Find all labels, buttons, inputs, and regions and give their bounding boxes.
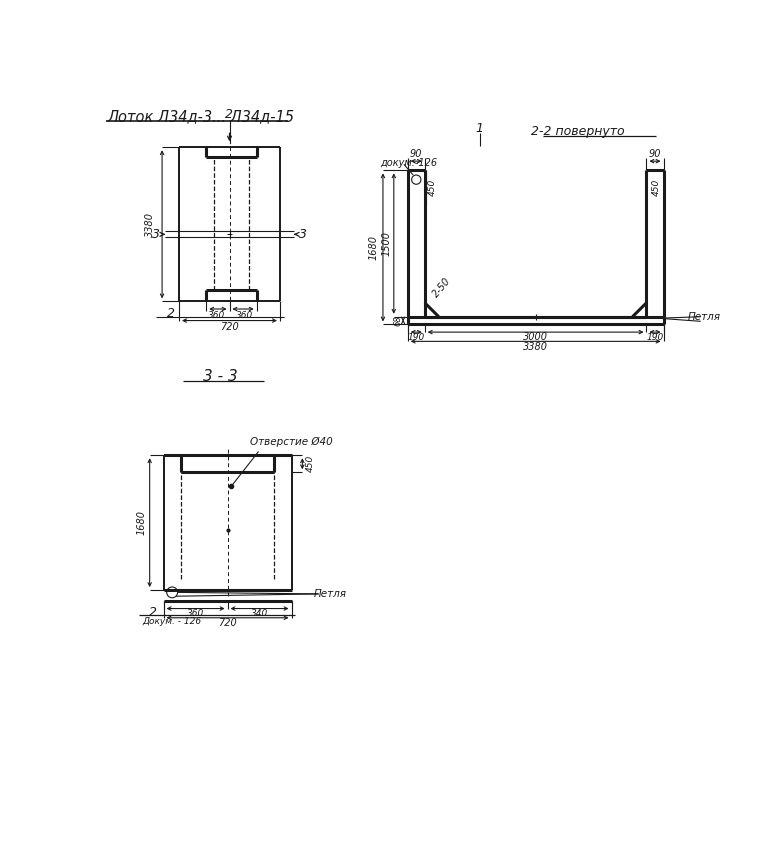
- Text: 2-2 повернуто: 2-2 повернуто: [532, 126, 625, 138]
- Text: 450: 450: [428, 179, 437, 196]
- Text: 190: 190: [647, 333, 664, 342]
- Text: 720: 720: [218, 618, 237, 628]
- Text: 360: 360: [236, 311, 253, 320]
- Text: 90: 90: [410, 149, 422, 160]
- Text: 68: 68: [394, 315, 403, 326]
- Text: 1: 1: [475, 121, 484, 134]
- Text: 190: 190: [407, 333, 425, 342]
- Text: 1680: 1680: [136, 510, 146, 535]
- Text: Петля: Петля: [687, 312, 720, 322]
- Text: 3: 3: [152, 228, 160, 241]
- Text: 720: 720: [220, 323, 239, 333]
- Text: 2: 2: [149, 606, 157, 619]
- Text: 1680: 1680: [368, 235, 378, 260]
- Text: 1500: 1500: [381, 231, 391, 256]
- Text: 340: 340: [251, 610, 268, 618]
- Text: 2-50: 2-50: [431, 276, 453, 299]
- Text: 3380: 3380: [145, 211, 156, 237]
- Text: 360: 360: [208, 311, 225, 320]
- Text: 2: 2: [167, 307, 175, 320]
- Text: 450: 450: [306, 455, 314, 472]
- Text: 3 - 3: 3 - 3: [203, 369, 238, 385]
- Text: 3: 3: [300, 228, 307, 241]
- Text: докум.-126: докум.-126: [381, 158, 438, 168]
- Text: Отверстие Ø40: Отверстие Ø40: [249, 437, 332, 447]
- Text: 450: 450: [651, 179, 661, 196]
- Text: 3000: 3000: [523, 333, 548, 342]
- Text: 2: 2: [224, 109, 233, 121]
- Text: Лоток Л34д-3... Л34д-15: Лоток Л34д-3... Л34д-15: [107, 109, 294, 124]
- Text: 90: 90: [649, 149, 662, 160]
- Text: 3380: 3380: [523, 342, 548, 351]
- Text: 360: 360: [187, 610, 204, 618]
- Text: Петля: Петля: [314, 589, 346, 599]
- Text: Докум. - 126: Докум. - 126: [142, 617, 201, 626]
